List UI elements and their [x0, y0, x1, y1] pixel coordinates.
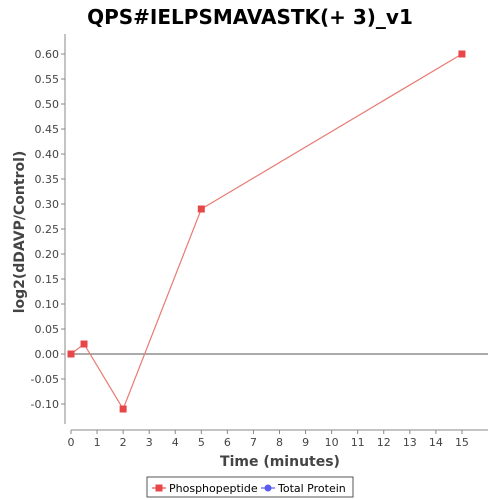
x-axis-label: Time (minutes): [220, 454, 340, 470]
data-point: [197, 205, 205, 213]
legend-label: Phosphopeptide: [169, 482, 258, 495]
y-tick-label: 0.50: [35, 98, 60, 111]
legend-box: [146, 476, 354, 498]
x-tick-label: 10: [325, 436, 339, 449]
legend-label: Total Protein: [277, 482, 346, 495]
x-tick-label: 3: [146, 436, 153, 449]
data-point: [458, 50, 466, 58]
series-layer: [67, 50, 466, 413]
chart-title: QPS#IELPSMAVASTK(+ 3)_v1: [87, 5, 413, 29]
x-tick-label: 4: [172, 436, 179, 449]
x-ticks: 0 1 2 3 4 5 6 7 8 9 10 11 12 13 14 15: [68, 430, 469, 449]
y-tick-label: 0.20: [35, 248, 60, 261]
x-tick-label: 8: [276, 436, 283, 449]
legend: Phosphopeptide Total Protein: [146, 476, 354, 498]
y-axis-label: log2(dDAVP/Control): [12, 151, 28, 314]
x-tick-label: 5: [198, 436, 205, 449]
y-tick-label: 0.35: [35, 173, 60, 186]
legend-marker: [264, 484, 272, 492]
y-tick-label: 0.30: [35, 198, 60, 211]
x-tick-label: 15: [455, 436, 469, 449]
y-tick-label: 0.60: [35, 48, 60, 61]
y-ticks: -0.10 -0.05 0.00 0.05 0.10 0.15 0.20 0.25 0.30 0.…: [31, 48, 65, 411]
y-tick-label: 0.15: [35, 273, 60, 286]
x-tick-label: 9: [302, 436, 309, 449]
y-tick-label: -0.10: [31, 398, 59, 411]
x-tick-label: 0: [68, 436, 75, 449]
y-tick-label: 0.45: [35, 123, 60, 136]
y-tick-label: 0.25: [35, 223, 60, 236]
y-tick-label: 0.10: [35, 298, 60, 311]
data-point: [80, 340, 88, 348]
data-point: [119, 405, 127, 413]
x-tick-label: 7: [250, 436, 257, 449]
y-tick-label: 0.40: [35, 148, 60, 161]
y-tick-label: 0.05: [35, 323, 60, 336]
legend-marker: [155, 484, 163, 492]
series-line: [70, 53, 463, 411]
x-tick-label: 12: [377, 436, 391, 449]
y-tick-label: -0.05: [31, 373, 59, 386]
plot-area: -0.10 -0.05 0.00 0.05 0.10 0.15 0.20 0.25 0.30 0.…: [31, 34, 488, 449]
x-tick-label: 1: [94, 436, 101, 449]
y-tick-label: 0.00: [35, 348, 60, 361]
y-tick-label: 0.55: [35, 73, 60, 86]
x-tick-label: 2: [120, 436, 127, 449]
data-point: [67, 350, 75, 358]
x-tick-label: 6: [224, 436, 231, 449]
x-tick-label: 11: [351, 436, 365, 449]
x-tick-label: 13: [403, 436, 417, 449]
x-tick-label: 14: [429, 436, 443, 449]
